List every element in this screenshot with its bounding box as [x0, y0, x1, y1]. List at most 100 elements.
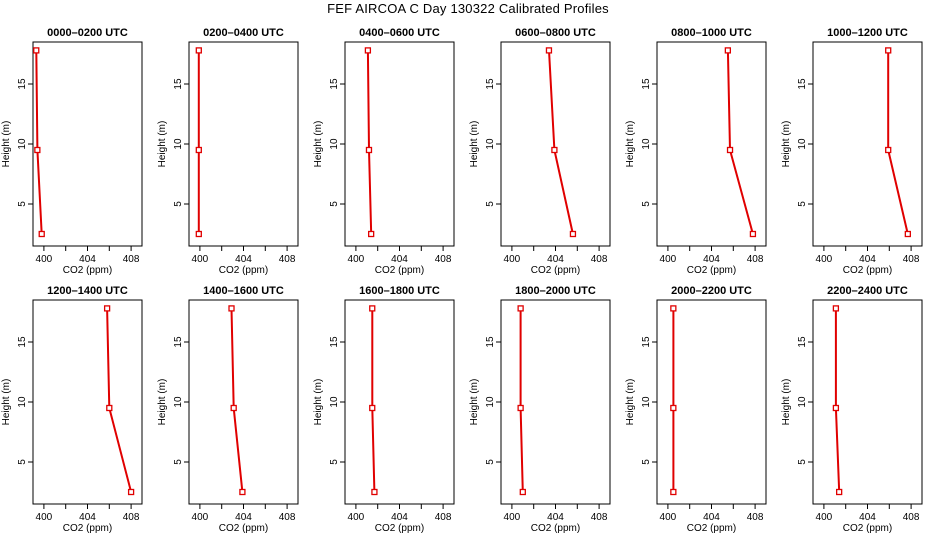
y-tick-label: 5: [329, 201, 340, 207]
y-tick-label: 5: [485, 459, 496, 465]
x-tick-label: 404: [859, 254, 876, 265]
x-axis-label: CO2 (ppm): [687, 265, 736, 276]
plot-frame: [812, 41, 923, 247]
y-tick-label: 15: [173, 78, 184, 90]
data-point: [369, 404, 376, 412]
y-axis-label: Height (m): [781, 379, 792, 426]
x-tick-label: 408: [591, 512, 608, 523]
y-tick-label: 15: [17, 336, 28, 348]
panel-title: 2000–2200 UTC: [671, 285, 752, 297]
data-point: [724, 47, 731, 54]
data-point: [670, 404, 677, 412]
x-tick-label: 404: [391, 254, 408, 265]
x-tick-label: 404: [235, 512, 252, 523]
y-tick-label: 15: [797, 78, 808, 90]
data-point: [670, 488, 677, 496]
x-axis-label: CO2 (ppm): [687, 523, 736, 534]
data-point: [885, 47, 892, 54]
x-tick-label: 408: [435, 254, 452, 265]
plot-frame: [344, 41, 455, 247]
profile-line: [548, 50, 574, 235]
y-tick-label: 5: [797, 459, 808, 465]
data-point: [885, 146, 892, 154]
x-tick-label: 404: [235, 254, 252, 265]
profile-line: [106, 308, 133, 493]
y-tick-label: 15: [17, 78, 28, 90]
plot-frame: [32, 41, 143, 247]
x-tick-label: 404: [79, 512, 96, 523]
y-tick-label: 15: [485, 78, 496, 90]
data-point: [832, 404, 840, 412]
y-tick-label: 10: [17, 138, 28, 150]
data-point: [127, 488, 135, 496]
profile-panel: 2200–2400 UTC 400 404 408 5 10 15 CO2 (ppm) Heig…: [781, 285, 923, 534]
y-tick-label: 10: [329, 138, 340, 150]
data-point: [836, 488, 843, 496]
data-point: [517, 305, 524, 312]
x-tick-label: 404: [79, 254, 96, 265]
y-tick-label: 10: [797, 138, 808, 150]
profile-panel: 1000–1200 UTC 400 404 408 5 10 15 CO2 (ppm) Heig…: [781, 27, 923, 276]
data-point: [364, 47, 372, 54]
profile-panel: 0800–1000 UTC 400 404 408 5 10 15 CO2 (ppm) Heig…: [625, 27, 767, 276]
profile-line: [519, 308, 524, 493]
x-tick-label: 400: [36, 512, 53, 523]
data-point: [569, 230, 577, 238]
data-point: [106, 404, 113, 412]
y-axis-label: Height (m): [157, 121, 168, 168]
data-point: [195, 230, 202, 238]
data-point: [519, 488, 526, 496]
panel-title: 1600–1800 UTC: [359, 285, 440, 297]
plot-frame: [812, 299, 923, 505]
data-point: [832, 305, 840, 312]
y-tick-label: 10: [173, 396, 184, 408]
y-tick-label: 5: [485, 201, 496, 207]
data-point: [670, 305, 677, 312]
profile-line: [366, 50, 373, 235]
y-tick-label: 5: [641, 201, 652, 207]
x-tick-label: 408: [279, 254, 296, 265]
x-tick-label: 404: [703, 254, 720, 265]
y-axis-label: Height (m): [1, 379, 12, 426]
profile-line: [834, 308, 841, 493]
data-point: [365, 146, 373, 154]
data-point: [230, 404, 237, 412]
y-tick-label: 15: [641, 78, 652, 90]
data-point: [371, 488, 378, 496]
profile-panel: 0200–0400 UTC 400 404 408 5 10 15 CO2 (ppm) Heig…: [157, 27, 299, 276]
x-axis-label: CO2 (ppm): [375, 265, 424, 276]
x-tick-label: 408: [903, 254, 920, 265]
data-point: [517, 404, 524, 412]
x-tick-label: 408: [123, 254, 140, 265]
y-tick-label: 10: [641, 138, 652, 150]
x-tick-label: 400: [816, 512, 833, 523]
y-tick-label: 15: [329, 336, 340, 348]
profile-line: [726, 50, 754, 235]
x-tick-label: 400: [660, 254, 677, 265]
y-tick-label: 10: [329, 396, 340, 408]
y-tick-label: 15: [173, 336, 184, 348]
x-axis-label: CO2 (ppm): [375, 523, 424, 534]
x-tick-label: 400: [348, 254, 365, 265]
y-axis-label: Height (m): [1, 121, 12, 168]
data-point: [239, 488, 246, 496]
y-tick-label: 10: [485, 396, 496, 408]
y-tick-label: 15: [797, 336, 808, 348]
data-point: [33, 47, 40, 54]
panel-title: 0600–0800 UTC: [515, 27, 596, 39]
y-tick-label: 5: [173, 201, 184, 207]
profile-line: [887, 50, 909, 235]
x-tick-label: 404: [703, 512, 720, 523]
panel-title: 1800–2000 UTC: [515, 285, 596, 297]
y-axis-label: Height (m): [781, 121, 792, 168]
y-axis-label: Height (m): [469, 121, 480, 168]
x-tick-label: 400: [660, 512, 677, 523]
x-tick-label: 404: [547, 512, 564, 523]
x-tick-label: 408: [435, 512, 452, 523]
x-axis-label: CO2 (ppm): [843, 265, 892, 276]
y-axis-label: Height (m): [313, 121, 324, 168]
data-point: [195, 146, 202, 154]
data-point: [34, 146, 41, 154]
panel-title: 1000–1200 UTC: [827, 27, 908, 39]
y-tick-label: 10: [17, 396, 28, 408]
